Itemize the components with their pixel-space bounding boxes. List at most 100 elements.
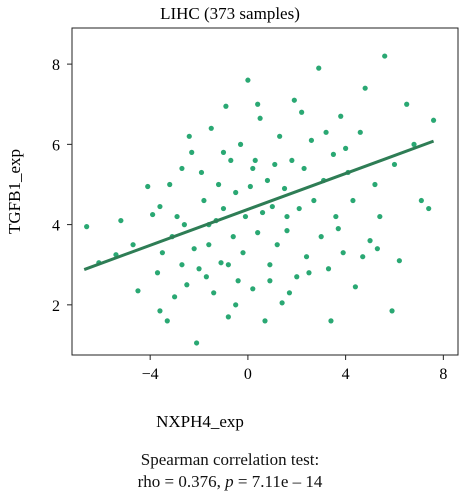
- data-point: [172, 294, 178, 300]
- data-point: [274, 242, 280, 248]
- data-point: [157, 203, 163, 210]
- data-point: [330, 151, 337, 157]
- data-point: [301, 165, 307, 172]
- y-axis-label: TGFB1_exp: [5, 149, 24, 234]
- data-point: [181, 222, 187, 228]
- data-point: [247, 183, 253, 190]
- data-point: [323, 129, 329, 135]
- data-point: [279, 300, 285, 306]
- data-point: [294, 274, 300, 280]
- data-point: [286, 290, 293, 296]
- data-point: [211, 290, 217, 296]
- data-point: [391, 161, 398, 168]
- data-point: [228, 157, 234, 164]
- data-point: [418, 197, 424, 204]
- data-point: [174, 213, 180, 220]
- data-point: [233, 189, 239, 196]
- chart-title: LIHC (373 samples): [160, 4, 300, 23]
- data-point: [372, 181, 378, 188]
- data-point: [154, 270, 161, 276]
- data-point: [272, 161, 278, 168]
- data-point: [264, 177, 271, 184]
- data-point: [262, 318, 268, 324]
- data-point: [235, 278, 241, 284]
- data-point: [189, 149, 195, 155]
- y-tick-label: 8: [52, 57, 60, 74]
- data-point: [343, 145, 349, 151]
- x-tick-label: −4: [142, 366, 159, 383]
- data-point: [242, 213, 249, 220]
- data-point: [389, 308, 395, 314]
- caption-line-2: rho = 0.376, p = 7.11e – 14: [0, 472, 460, 492]
- data-point: [281, 185, 288, 192]
- data-point: [426, 205, 432, 212]
- x-tick-label: 0: [244, 366, 252, 383]
- data-point: [218, 260, 224, 266]
- data-point: [289, 157, 295, 164]
- data-point: [377, 213, 383, 220]
- data-point: [340, 250, 346, 256]
- data-point: [179, 165, 185, 172]
- data-point: [284, 213, 290, 220]
- data-point: [325, 266, 332, 272]
- data-point: [240, 250, 246, 256]
- y-tick-label: 4: [52, 218, 60, 235]
- data-point: [208, 125, 214, 131]
- data-point: [328, 318, 334, 324]
- data-point: [245, 77, 251, 83]
- x-tick-label: 8: [439, 366, 447, 383]
- data-point: [215, 181, 222, 188]
- data-point: [196, 266, 202, 272]
- data-point: [299, 109, 305, 115]
- data-point: [259, 209, 266, 216]
- data-point: [357, 129, 363, 135]
- data-point: [291, 97, 297, 103]
- data-point: [257, 115, 263, 121]
- data-point: [267, 262, 273, 268]
- data-point: [201, 197, 207, 204]
- data-point: [255, 230, 261, 236]
- data-point: [118, 217, 124, 224]
- data-point: [179, 262, 185, 268]
- data-point: [252, 157, 258, 164]
- data-point: [164, 318, 170, 324]
- data-point: [157, 308, 163, 314]
- data-point: [374, 246, 380, 252]
- data-point: [159, 250, 165, 256]
- data-point: [250, 286, 256, 292]
- data-point: [316, 65, 322, 71]
- data-point: [184, 282, 190, 288]
- data-point: [360, 254, 366, 260]
- data-point: [382, 53, 388, 59]
- data-point: [193, 340, 200, 346]
- data-point: [306, 270, 312, 276]
- data-point: [233, 302, 239, 308]
- data-point: [237, 141, 244, 147]
- data-point: [411, 141, 417, 147]
- data-point: [223, 103, 229, 109]
- caption-line-1: Spearman correlation test:: [140, 450, 320, 469]
- data-point: [311, 197, 317, 204]
- data-point: [318, 234, 324, 240]
- data-point: [367, 238, 373, 244]
- caption-p-symbol: p: [225, 472, 234, 491]
- data-point: [430, 117, 437, 123]
- data-point: [335, 226, 341, 232]
- data-point: [352, 284, 358, 290]
- data-point: [303, 254, 310, 260]
- data-point: [296, 205, 302, 212]
- data-point: [269, 203, 275, 210]
- y-tick-label: 6: [52, 137, 60, 154]
- data-point: [145, 183, 151, 190]
- data-point: [84, 224, 90, 230]
- caption-p-value: = 7.11e – 14: [233, 472, 323, 491]
- data-point: [203, 274, 209, 280]
- data-point: [333, 213, 339, 220]
- data-point: [362, 85, 368, 91]
- caption-rho: rho = 0.376,: [137, 472, 226, 491]
- data-point: [350, 197, 356, 204]
- data-point: [130, 242, 136, 248]
- data-point: [225, 262, 231, 268]
- data-point: [396, 258, 402, 264]
